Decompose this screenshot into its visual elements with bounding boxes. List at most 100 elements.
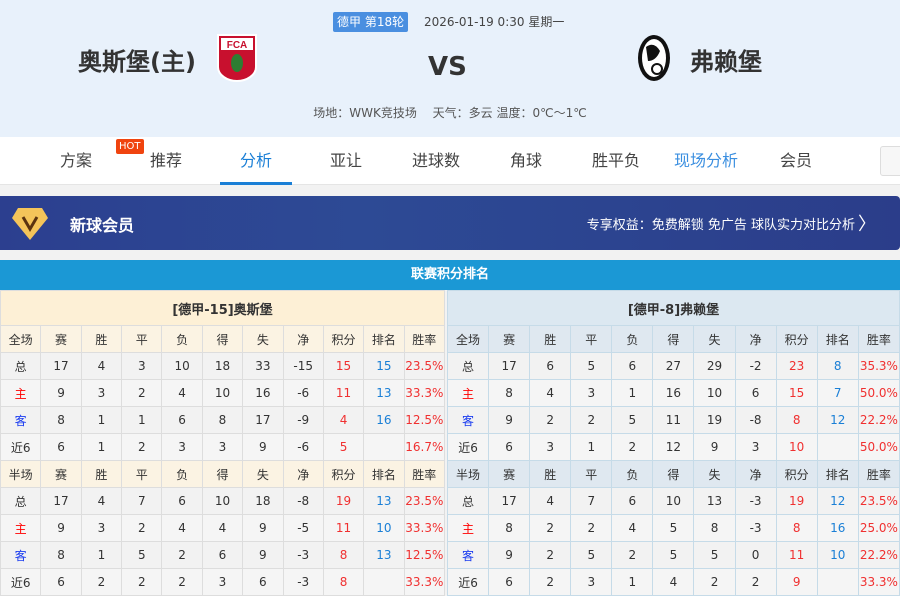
tab-1x2[interactable]: 胜平负 xyxy=(591,151,640,170)
table-row: 主 8 4 3 1 16 10 6 15 7 50.0% xyxy=(446,379,900,407)
tab-goals[interactable]: 进球数 xyxy=(411,151,460,170)
tab-plan[interactable]: 方案 HOT xyxy=(40,137,144,185)
table-cell: 3 xyxy=(80,379,123,407)
table-cell: 12 xyxy=(816,487,859,515)
table-row: 主 8 2 2 4 5 8 -3 8 16 25.0% xyxy=(446,514,900,542)
tab-asian-handicap[interactable]: 亚让 xyxy=(329,151,362,170)
column-header: 积分 xyxy=(775,325,818,353)
table-cell: 9 xyxy=(40,379,82,407)
table-cell: 10 xyxy=(201,487,244,515)
table-cell: 2 xyxy=(529,514,572,542)
table-cell: 主 xyxy=(446,379,490,407)
tab-corners[interactable]: 角球 xyxy=(509,151,542,170)
column-header: 胜率 xyxy=(403,460,446,488)
table-row: 近6 6 3 1 2 12 9 3 10 50.0% xyxy=(446,433,900,461)
table-cell: 11 xyxy=(652,406,695,434)
team-rank-title[interactable]: [德甲-8]弗赖堡 xyxy=(447,290,900,326)
tab-analysis[interactable]: 分析 xyxy=(220,137,292,185)
column-header: 排名 xyxy=(363,325,405,353)
table-cell: 13 xyxy=(363,487,405,515)
table-cell: 10 xyxy=(693,379,736,407)
table-row: 客 8 1 5 2 6 9 -3 8 13 12.5% xyxy=(0,541,446,569)
venue-weather: 场地：WWK竞技场 天气：多云 温度：0℃～1℃ xyxy=(313,106,587,120)
column-header: 净 xyxy=(282,325,324,353)
table-cell: 10 xyxy=(201,379,244,407)
table-cell: 16 xyxy=(363,406,405,434)
table-cell: 4 xyxy=(652,568,695,596)
table-cell: 近6 xyxy=(0,568,42,596)
table-row: 主 9 3 2 4 4 9 -5 11 10 33.3% xyxy=(0,514,446,542)
table-row: 近6 6 2 2 2 3 6 -3 8 33.3% xyxy=(0,568,446,596)
column-header: 负 xyxy=(161,460,203,488)
table-cell: 8 xyxy=(816,352,859,380)
chevron-right-icon[interactable]: 〉 xyxy=(858,214,876,235)
table-cell: 3 xyxy=(734,433,777,461)
table-cell: 3 xyxy=(570,568,613,596)
table-cell: 3 xyxy=(201,433,244,461)
column-header: 胜 xyxy=(80,325,123,353)
table-cell: 3 xyxy=(529,433,572,461)
away-standings-table: [德甲-8]弗赖堡 全场赛胜平负得失净积分 排名 胜率总 17 6 5 6 27 29 -2 23 8 3… xyxy=(446,290,900,596)
column-header: 得 xyxy=(201,325,244,353)
membership-banner[interactable]: 新球会员 专享权益：免费解锁 免广告 球队实力对比分析 〉 xyxy=(0,196,900,250)
away-team-name[interactable]: 弗赖堡 xyxy=(690,48,762,76)
column-header: 平 xyxy=(570,325,613,353)
league-round-badge: 德甲 第18轮 xyxy=(333,12,409,32)
table-cell: 19 xyxy=(322,487,365,515)
table-cell: 9 xyxy=(242,433,284,461)
team-rank-title[interactable]: [德甲-15]奥斯堡 xyxy=(0,290,445,326)
table-cell: 9 xyxy=(242,541,284,569)
table-cell: 8 xyxy=(40,406,82,434)
tab-membership[interactable]: 会员 xyxy=(779,151,812,170)
table-cell: 主 xyxy=(0,379,42,407)
table-cell: 10 xyxy=(161,352,203,380)
table-cell: -3 xyxy=(282,568,324,596)
table-cell: 4 xyxy=(80,352,123,380)
table-cell: 6 xyxy=(201,541,244,569)
tab-live-analysis[interactable]: 现场分析 xyxy=(673,151,738,170)
table-cell: 1 xyxy=(80,433,123,461)
tab-recommend[interactable]: 推荐 xyxy=(149,151,182,170)
table-cell: 11 xyxy=(322,514,365,542)
table-cell: 近6 xyxy=(446,568,490,596)
column-header: 净 xyxy=(734,325,777,353)
home-team-name[interactable]: 奥斯堡(主) xyxy=(78,48,196,76)
table-cell: 9 xyxy=(40,514,82,542)
table-cell: 22.2% xyxy=(857,541,900,569)
column-header: 胜率 xyxy=(857,460,900,488)
table-cell: 2 xyxy=(611,433,654,461)
table-cell: 3 xyxy=(201,568,244,596)
table-cell: 2 xyxy=(570,514,613,542)
table-cell: 17 xyxy=(242,406,284,434)
table-cell: 35.3% xyxy=(857,352,900,380)
table-cell: 33.3% xyxy=(403,568,446,596)
table-cell: 22.2% xyxy=(857,406,900,434)
home-team-logo-icon[interactable]: FCA xyxy=(216,33,258,83)
table-cell: 1 xyxy=(121,406,163,434)
table-cell: 客 xyxy=(446,541,490,569)
search-input[interactable] xyxy=(880,146,900,176)
table-cell: 4 xyxy=(322,406,365,434)
column-header: 失 xyxy=(693,460,736,488)
table-cell: 2 xyxy=(121,433,163,461)
table-cell: 2 xyxy=(570,406,613,434)
table-header-row: 半场赛胜平负得失净积分 排名 胜率 xyxy=(0,460,446,488)
table-cell: 33.3% xyxy=(403,514,446,542)
column-header: 胜 xyxy=(529,325,572,353)
table-cell: 9 xyxy=(488,406,531,434)
table-cell: 8 xyxy=(488,379,531,407)
table-cell: 4 xyxy=(161,514,203,542)
table-cell: 9 xyxy=(775,568,818,596)
table-cell: 10 xyxy=(363,514,405,542)
home-logo-text: FCA xyxy=(227,40,248,51)
away-team-logo-icon[interactable] xyxy=(636,33,672,83)
table-cell: 5 xyxy=(652,541,695,569)
table-cell: -3 xyxy=(734,487,777,515)
table-cell: 15 xyxy=(322,352,365,380)
table-cell: 2 xyxy=(161,568,203,596)
table-header-row: 全场赛胜平负得失净积分 排名 胜率 xyxy=(0,325,446,353)
table-cell: 9 xyxy=(488,541,531,569)
table-cell: -8 xyxy=(282,487,324,515)
table-cell xyxy=(363,568,405,596)
table-cell: -15 xyxy=(282,352,324,380)
